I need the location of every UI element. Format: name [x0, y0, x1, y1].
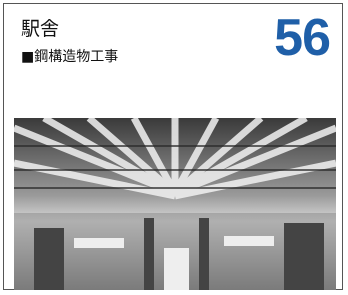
station-photo — [14, 118, 336, 290]
subtitle: ■鋼構造物工事 — [21, 46, 118, 66]
page-number: 56 — [274, 8, 330, 68]
title: 駅舎 — [21, 14, 59, 41]
card: 駅舎 ■鋼構造物工事 56 — [3, 3, 343, 290]
